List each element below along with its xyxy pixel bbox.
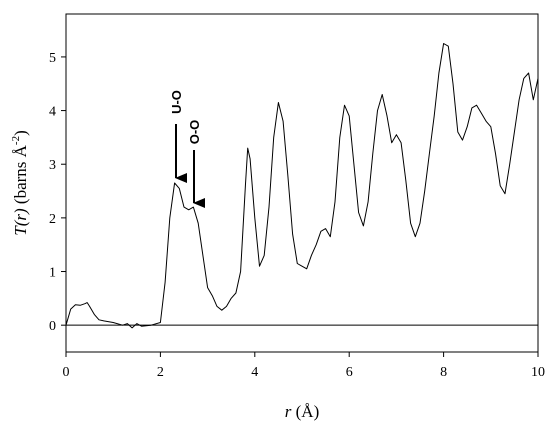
y-label-name: T(r) xyxy=(11,208,30,236)
y-label-close: ) xyxy=(11,130,30,136)
y-tick-label: 1 xyxy=(49,266,56,281)
y-label-exponent: -2 xyxy=(10,136,22,145)
x-tick-label: 10 xyxy=(531,365,545,380)
y-tick-label: 4 xyxy=(49,105,56,120)
x-tick-label: 4 xyxy=(251,365,258,380)
y-tick-label: 3 xyxy=(49,158,56,173)
x-tick-label: 8 xyxy=(440,365,447,380)
y-axis-label: T(r) (barns Å-2) xyxy=(10,130,30,236)
x-tick-label: 0 xyxy=(63,365,70,380)
y-tick-label: 2 xyxy=(49,212,56,227)
x-tick-label: 2 xyxy=(157,365,164,380)
annotation: O-O xyxy=(187,120,202,145)
x-label-name: r xyxy=(285,402,292,421)
annotation: U-O xyxy=(169,90,184,114)
data-line xyxy=(65,43,539,329)
plot-frame xyxy=(65,13,539,353)
x-axis-label: r (Å) xyxy=(285,402,319,421)
x-tick-label: 6 xyxy=(346,365,353,380)
y-tick-label: 5 xyxy=(49,51,56,66)
x-label-unit: (Å) xyxy=(296,402,320,421)
y-label-unit: (barns Å xyxy=(11,144,30,204)
y-tick-label: 0 xyxy=(49,319,56,334)
